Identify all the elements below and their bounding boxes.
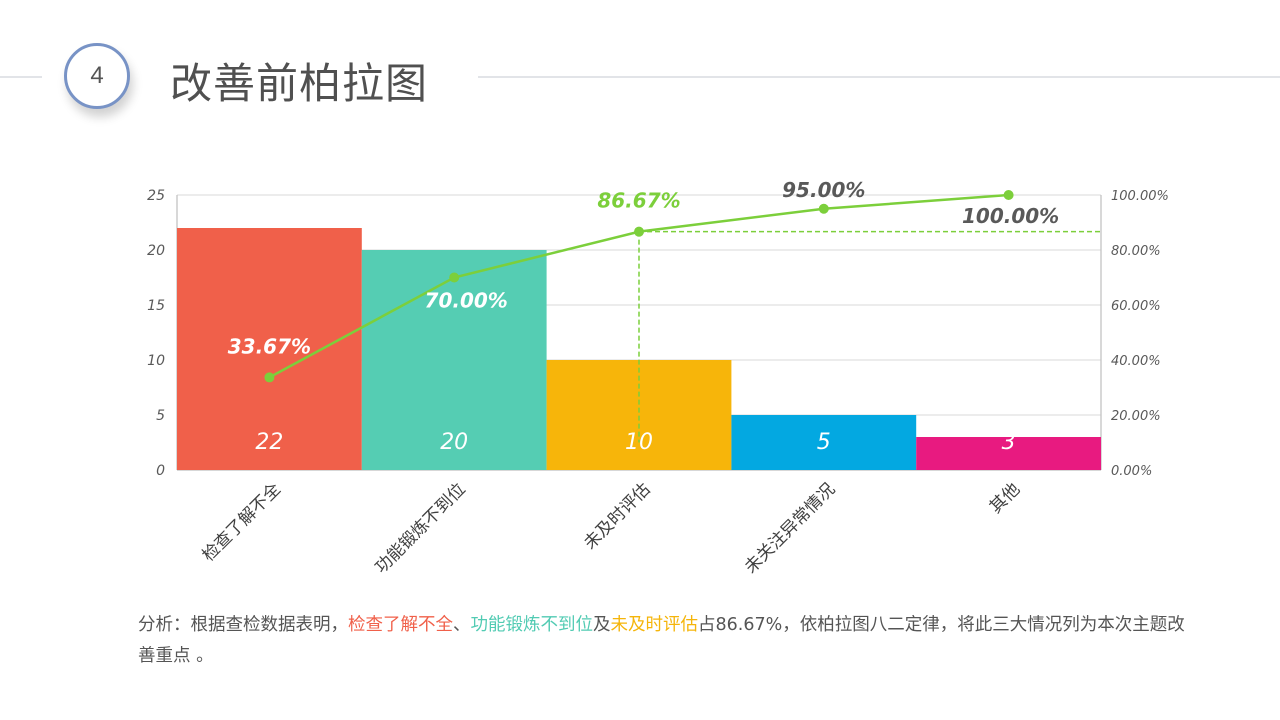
cumulative-point [449, 272, 460, 283]
category-label: 检查了解不全 [199, 479, 285, 565]
cumulative-percent-label: 33.67% [228, 334, 311, 358]
y2-tick-label: 40.00% [1111, 354, 1161, 369]
y2-tick-label: 20.00% [1111, 409, 1161, 424]
y-tick-label: 10 [147, 353, 165, 369]
analysis-separator-2: 及 [593, 615, 611, 635]
y-tick-label: 0 [156, 463, 165, 479]
header-rule-right [478, 76, 1280, 78]
bar-value-label: 10 [625, 430, 653, 455]
cumulative-percent-label: 86.67% [597, 189, 680, 213]
category-label: 功能锻炼不到位 [371, 479, 469, 577]
analysis-suffix: 占86.67%，依柏拉图八二定律，将此三大情况列为本次主题改善重点 。 [138, 615, 1185, 666]
pareto-chart: 0 5 10 15 20 25 0.00% 20.00% 40.00% 60.00% 80.00% 1… [147, 178, 1169, 578]
y2-tick-label: 60.00% [1111, 299, 1161, 314]
analysis-separator-1: 、 [453, 615, 471, 635]
y-tick-label: 5 [156, 408, 165, 424]
y2-tick-label: 100.00% [1111, 189, 1169, 204]
bar-value-label: 22 [255, 430, 283, 455]
cumulative-point [818, 203, 829, 214]
bar [731, 415, 917, 470]
page-title: 改善前柏拉图 [170, 59, 429, 108]
category-label: 未关注异常情况 [741, 479, 839, 577]
y-tick-label: 15 [147, 298, 165, 314]
bar-value-label: 20 [440, 430, 468, 455]
cumulative-point [634, 226, 644, 237]
cumulative-percent-label: 70.00% [425, 289, 508, 313]
bar [177, 228, 362, 470]
bar [916, 437, 1101, 470]
analysis-text: 分析：根据查检数据表明，检查了解不全、功能锻炼不到位及未及时评估占86.67%，… [138, 610, 1188, 672]
analysis-item-3: 未及时评估 [610, 615, 699, 635]
cumulative-percent-label: 100.00% [962, 204, 1059, 228]
cumulative-point [264, 372, 275, 383]
cumulative-point [1003, 190, 1014, 200]
analysis-item-2: 功能锻炼不到位 [470, 615, 594, 635]
bar-value-label: 3 [1002, 430, 1016, 455]
bar [361, 250, 547, 470]
section-number: 4 [90, 62, 104, 89]
y2-tick-label: 0.00% [1111, 464, 1152, 479]
y2-tick-label: 80.00% [1111, 244, 1161, 259]
y-tick-label: 25 [147, 188, 165, 204]
category-label: 未及时评估 [580, 479, 654, 553]
section-number-badge: 4 [64, 43, 130, 109]
category-label: 其他 [986, 479, 1024, 517]
y-tick-label: 20 [147, 243, 165, 259]
cumulative-percent-label: 95.00% [782, 178, 865, 202]
header-rule-left [0, 76, 42, 78]
analysis-prefix: 分析：根据查检数据表明， [138, 615, 348, 635]
analysis-item-1: 检查了解不全 [348, 615, 453, 635]
bar-value-label: 5 [817, 430, 831, 455]
